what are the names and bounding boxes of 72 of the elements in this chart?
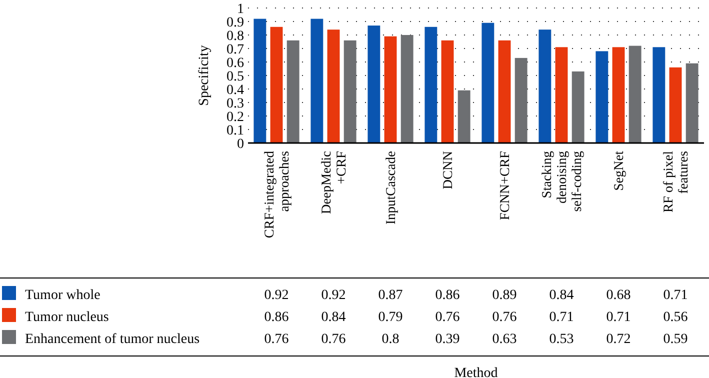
data-label: 0.76 [435, 310, 460, 325]
bar [344, 40, 356, 143]
y-axis-title: Specificity [197, 45, 212, 106]
y-tick-label: 0.5 [226, 69, 244, 84]
bar [424, 26, 438, 143]
data-label: 0.63 [492, 332, 517, 347]
data-label: 0.76 [492, 310, 517, 325]
bar [400, 35, 414, 143]
data-label: 0.92 [264, 288, 289, 303]
data-label: 0.76 [321, 332, 346, 347]
bar [368, 26, 380, 143]
bar [686, 63, 698, 143]
legend-label: Tumor nucleus [25, 310, 109, 325]
y-tick-label: 0.8 [226, 28, 244, 44]
bar [441, 40, 454, 143]
legend-label: Enhancement of tumor nucleus [25, 332, 200, 347]
x-tick-label: FCNN+CRF [497, 150, 512, 220]
bar [514, 58, 528, 143]
data-label: 0.86 [435, 288, 460, 303]
bar [596, 51, 608, 143]
y-tick-label: 0.6 [226, 56, 244, 71]
bar [327, 30, 340, 143]
data-label: 0.92 [321, 288, 346, 303]
x-tick-label: DeepMedic +CRF [318, 150, 349, 214]
y-tick-label: 0.1 [226, 123, 244, 138]
y-tick-label: 0.7 [226, 42, 244, 58]
bar [555, 47, 568, 143]
y-tick-label: 0.9 [226, 15, 244, 30]
bar [286, 40, 300, 143]
data-label: 0.86 [264, 310, 289, 325]
bar [669, 67, 682, 143]
bar [628, 46, 642, 143]
legend-label: Tumor whole [25, 288, 100, 303]
data-label: 0.68 [606, 288, 631, 303]
y-tick-label: 0.3 [226, 96, 244, 112]
x-tick-label: RF of pixel features [660, 150, 691, 213]
bar [538, 30, 552, 143]
data-label: 0.79 [378, 310, 403, 325]
x-tick-label: DCNN [440, 150, 456, 190]
data-label: 0.72 [606, 332, 631, 347]
bar [384, 36, 397, 143]
data-label: 0.59 [663, 332, 688, 347]
data-label: 0.56 [663, 310, 688, 325]
x-tick-label: SegNet [611, 150, 626, 191]
bar [270, 26, 283, 143]
y-tick-label: 0.2 [226, 110, 244, 125]
data-label: 0.39 [435, 332, 460, 347]
bar [254, 18, 266, 143]
y-tick-label: 1 [237, 2, 244, 17]
bar [310, 18, 324, 143]
bar [482, 22, 494, 143]
bar [652, 47, 666, 143]
x-tick-label: Stacking denoising self-coding [539, 150, 584, 212]
data-label: 0.71 [549, 310, 574, 325]
bar [498, 40, 511, 143]
data-label: 0.53 [549, 332, 574, 347]
data-label: 0.89 [492, 288, 517, 303]
x-tick-label: InputCascade [383, 151, 398, 224]
y-tick-label: 0 [237, 136, 244, 152]
data-label: 0.87 [378, 288, 403, 303]
data-label: 0.84 [549, 288, 574, 303]
data-label: 0.71 [606, 310, 631, 325]
data-label: 0.8 [382, 332, 400, 347]
data-label: 0.71 [663, 288, 688, 303]
bar [458, 90, 470, 143]
bar [572, 71, 584, 143]
text: Method [454, 366, 498, 378]
data-label: 0.84 [321, 310, 346, 325]
y-tick-label: 0.4 [226, 82, 244, 98]
bar [612, 47, 625, 143]
data-label: 0.76 [264, 332, 289, 347]
x-tick-label: CRF+integrated approaches [262, 150, 292, 238]
